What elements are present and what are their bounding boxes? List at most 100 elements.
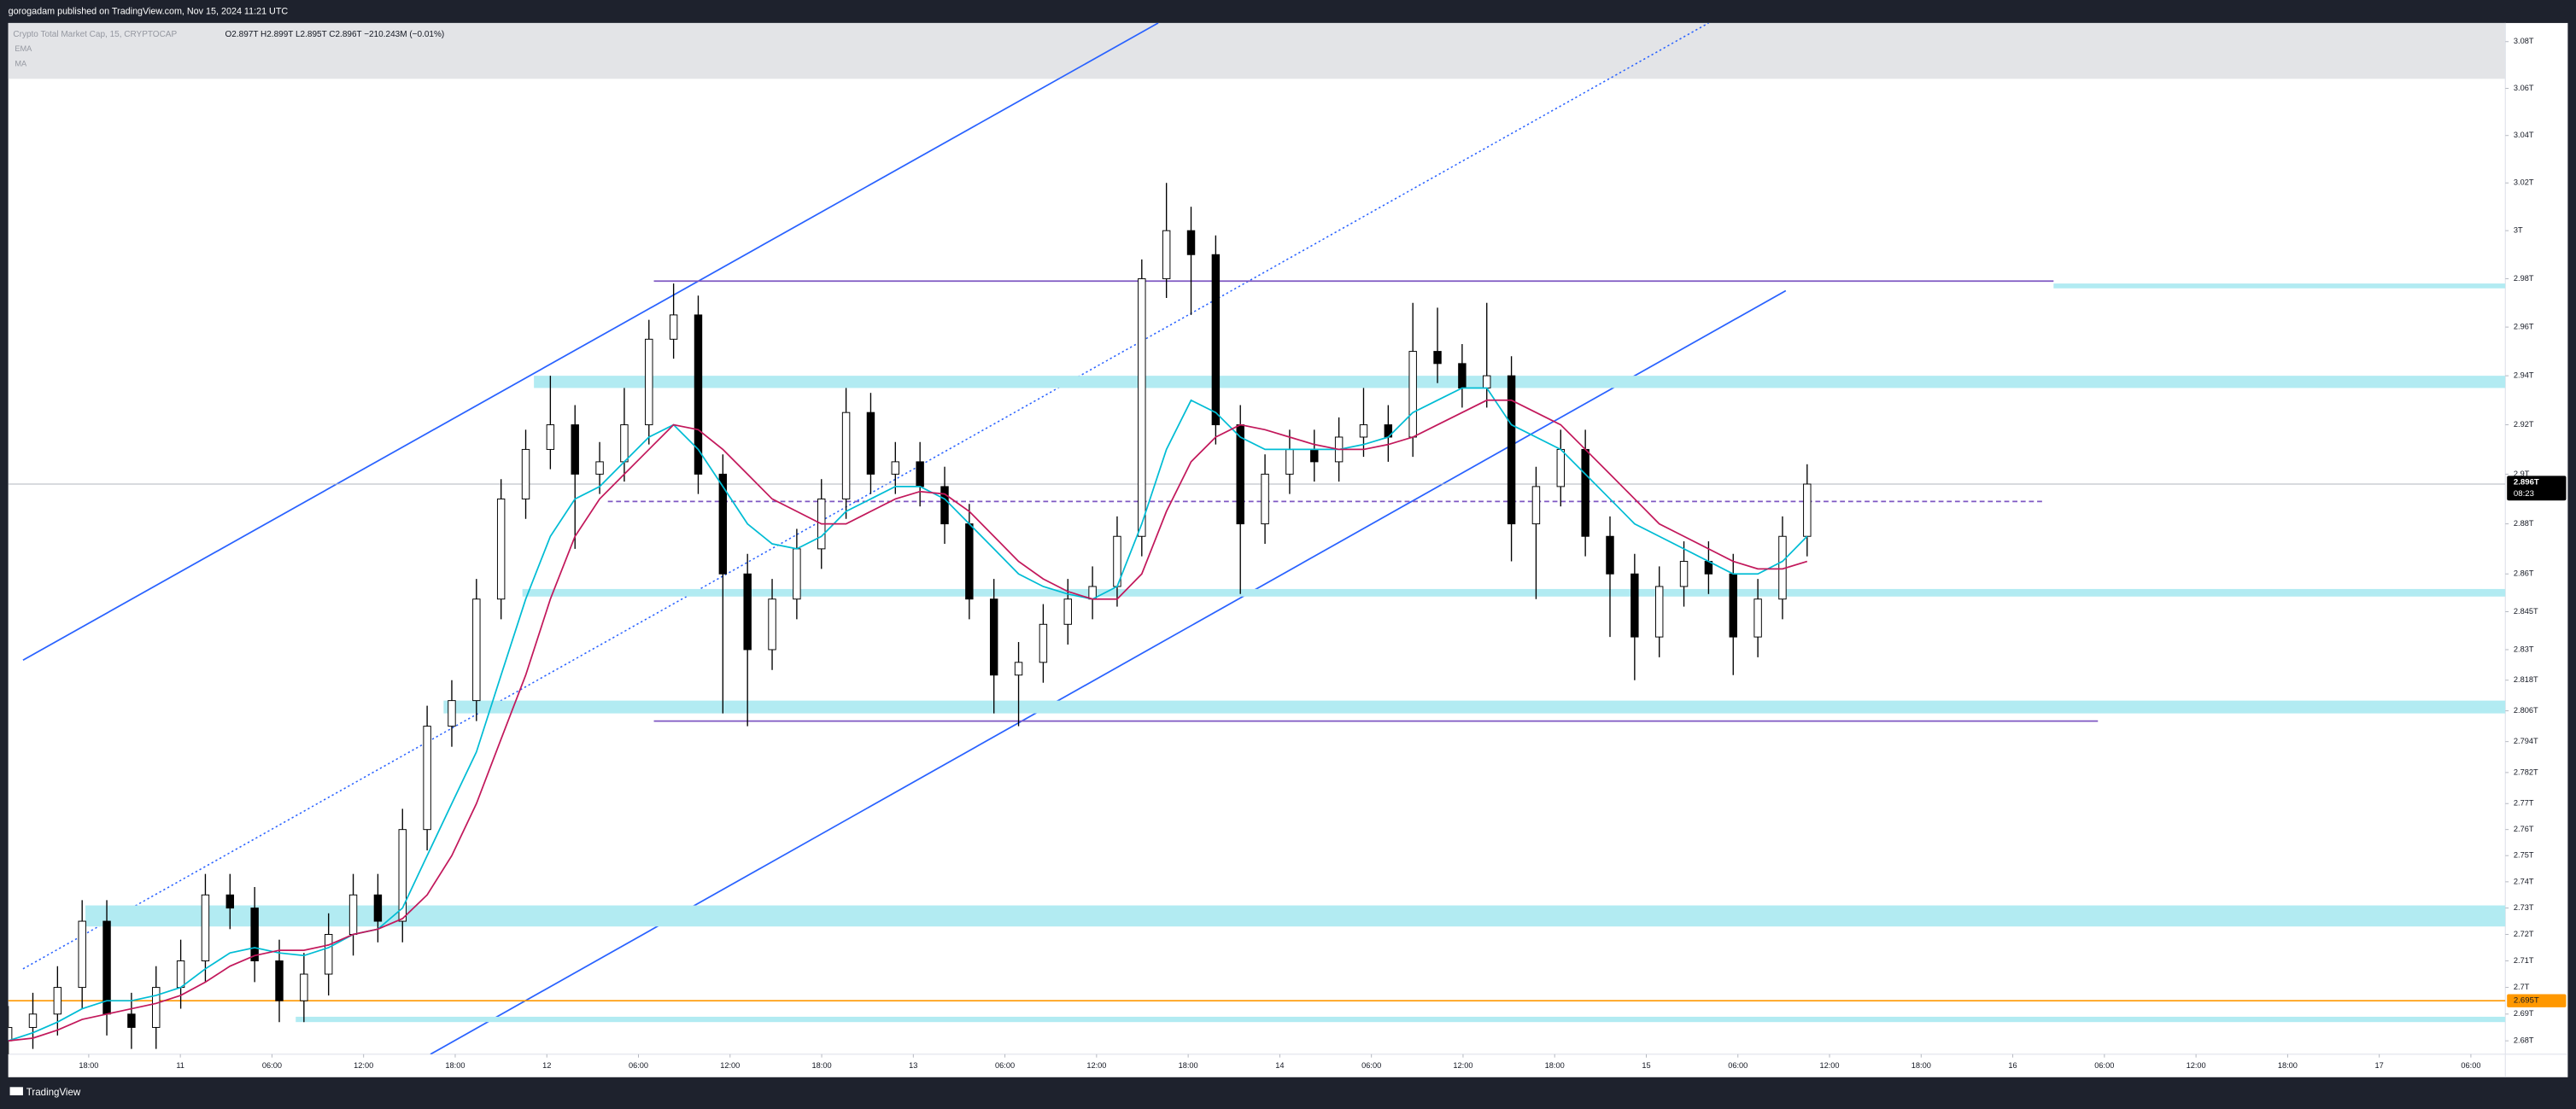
candle-body (1803, 483, 1812, 537)
y-tick-label: 3.06T (2514, 84, 2534, 92)
candle-body (1039, 623, 1048, 663)
candle-body (201, 894, 210, 961)
y-tick-label: 2.73T (2514, 903, 2534, 912)
candle-body (28, 1013, 38, 1028)
x-tick-label: 06:00 (1361, 1061, 1381, 1070)
candle-body (718, 473, 728, 575)
candle-body (521, 448, 530, 499)
y-tick-label: 2.75T (2514, 851, 2534, 860)
candle-body (1186, 230, 1196, 255)
x-tick-label: 06:00 (262, 1061, 282, 1070)
candle-body (1359, 424, 1368, 438)
candle-body (1507, 375, 1516, 525)
candle-body (1556, 448, 1566, 487)
candle-body (373, 894, 383, 922)
candle-body (595, 461, 604, 475)
candle-body (398, 829, 407, 922)
candle-body (1581, 448, 1590, 537)
candle-body (841, 411, 851, 499)
alert-badge-label: 2.695T (2514, 996, 2539, 1006)
candle-body (1063, 598, 1072, 625)
x-tick-label: 14 (1275, 1061, 1284, 1070)
candle-body (1236, 424, 1244, 525)
price-badge-label: 2.896T (2514, 478, 2539, 487)
y-tick-label: 2.69T (2514, 1009, 2534, 1018)
y-tick-label: 3.02T (2514, 178, 2534, 187)
footer-logo (9, 1087, 23, 1095)
candle-body (768, 598, 776, 651)
x-tick-label: 12:00 (1453, 1061, 1472, 1070)
candle-body (1211, 254, 1221, 426)
candle-body (275, 960, 284, 1001)
candle-body (1630, 573, 1639, 638)
x-tick-label: 16 (2008, 1061, 2017, 1070)
candle-body (1408, 351, 1417, 438)
y-tick-label: 2.92T (2514, 420, 2534, 429)
candle-body (1138, 277, 1146, 537)
candle-body (152, 987, 161, 1028)
plot-background (8, 22, 2568, 1077)
x-tick-label: 18:00 (812, 1061, 832, 1070)
support-zone (522, 588, 2506, 597)
footer-brand: TradingView (26, 1088, 81, 1098)
price-badge (2507, 476, 2567, 501)
y-tick-label: 2.68T (2514, 1036, 2534, 1045)
candle-body (1483, 375, 1491, 388)
support-zone (85, 905, 2506, 927)
x-tick-label: 18:00 (1179, 1061, 1198, 1070)
legend-title: Crypto Total Market Cap, 15, CRYPTOCAP (13, 30, 177, 39)
candle-body (620, 424, 629, 463)
support-zone (443, 700, 2506, 714)
legend-entry: MA (15, 59, 27, 67)
y-tick-label: 2.83T (2514, 645, 2534, 653)
candle-body (300, 973, 308, 1001)
x-tick-label: 12:00 (354, 1061, 373, 1070)
candle-body (1433, 351, 1442, 365)
candle-body (176, 960, 185, 989)
candle-body (1458, 363, 1467, 388)
candle-body (1261, 473, 1269, 525)
candle-body (448, 700, 456, 727)
moving-average (8, 387, 1808, 1042)
trend-line (22, 22, 1159, 661)
y-tick-label: 2.794T (2514, 737, 2538, 745)
candle-body (743, 573, 752, 651)
x-tick-label: 12:00 (1086, 1061, 1106, 1070)
y-tick-label: 2.782T (2514, 768, 2538, 776)
candle-body (940, 486, 949, 525)
y-tick-label: 2.71T (2514, 956, 2534, 965)
candle-body (1679, 561, 1689, 587)
x-tick-label: 18:00 (79, 1061, 98, 1070)
x-tick-label: 11 (176, 1061, 184, 1070)
y-tick-label: 3.08T (2514, 37, 2534, 45)
y-tick-label: 2.76T (2514, 825, 2534, 833)
y-tick-label: 2.86T (2514, 569, 2534, 578)
legend-values: O2.897T H2.899T L2.895T C2.896T −210.243… (225, 30, 445, 39)
candle-body (496, 498, 506, 600)
candle-body (1729, 573, 1737, 638)
candle-body (989, 598, 998, 676)
x-tick-label: 12:00 (2187, 1061, 2206, 1070)
candle-body (866, 411, 875, 475)
y-tick-label: 2.74T (2514, 877, 2534, 885)
y-tick-label: 2.94T (2514, 371, 2534, 380)
x-tick-label: 12:00 (1819, 1061, 1839, 1070)
y-tick-label: 2.98T (2514, 274, 2534, 283)
candle-body (472, 598, 481, 702)
y-tick-label: 3T (2514, 226, 2523, 235)
x-tick-label: 06:00 (2461, 1061, 2480, 1070)
candle-body (1162, 230, 1171, 279)
y-tick-label: 2.845T (2514, 607, 2538, 616)
countdown-label: 08:23 (2514, 489, 2534, 499)
y-tick-label: 2.818T (2514, 675, 2538, 684)
publisher: gorogadam published on TradingView.com, … (9, 6, 289, 16)
x-tick-label: 06:00 (2094, 1061, 2114, 1070)
x-tick-label: 13 (909, 1061, 917, 1070)
candle-body (423, 726, 431, 831)
y-tick-label: 2.9T (2514, 470, 2530, 478)
candle-body (8, 1026, 13, 1042)
trend-midline (22, 22, 1709, 970)
y-tick-label: 2.7T (2514, 983, 2530, 991)
moving-average (8, 399, 1808, 1042)
